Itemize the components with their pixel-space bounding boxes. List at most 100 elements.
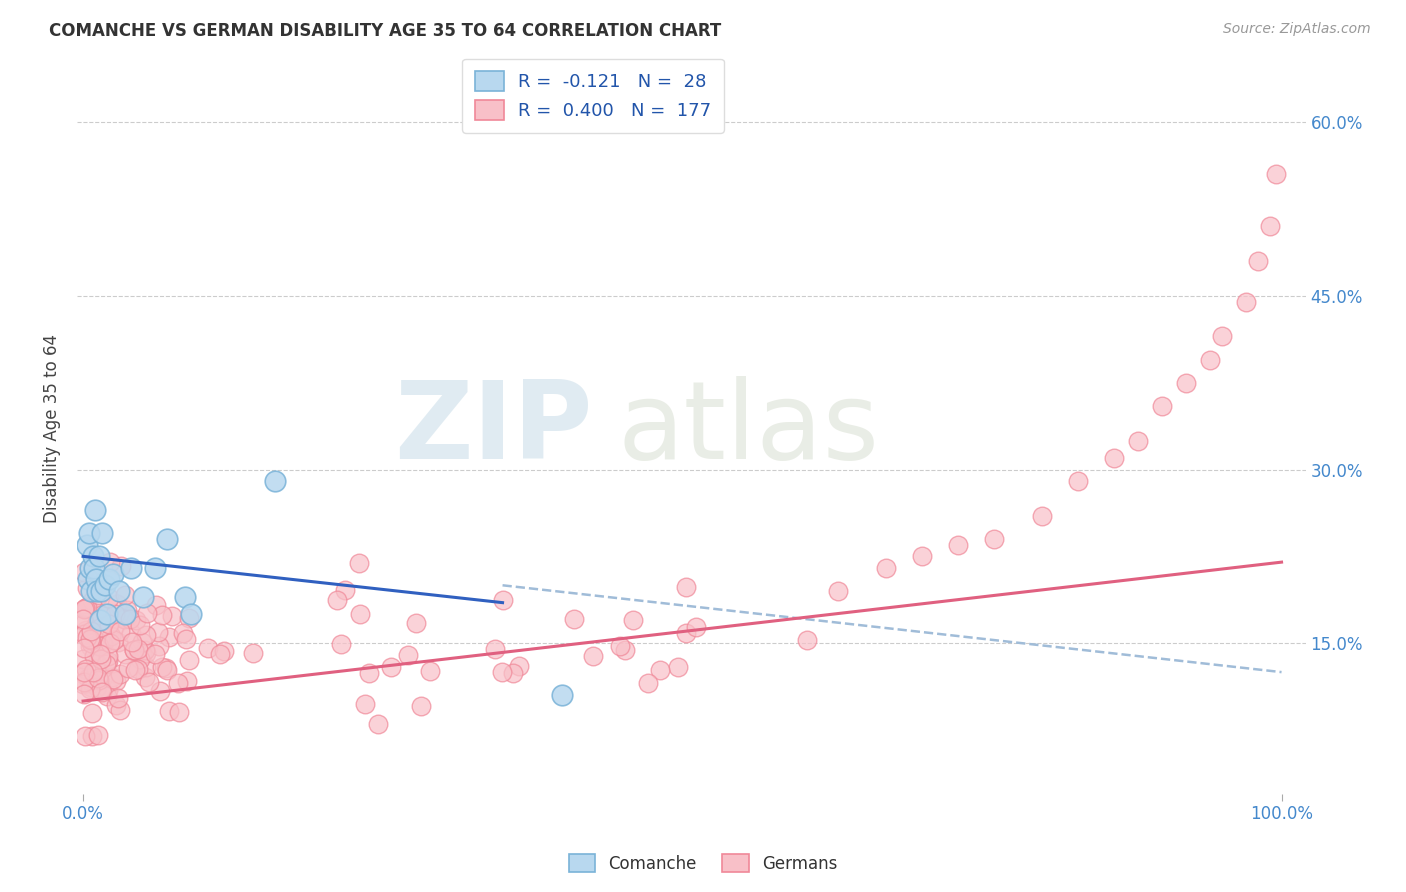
- Point: [353, 697, 375, 711]
- Point: [82, 729, 104, 743]
- Point: [110, 559, 132, 574]
- Point: [108, 666, 131, 681]
- Point: [911, 549, 934, 564]
- Point: [380, 659, 402, 673]
- Point: [98, 636, 121, 650]
- Point: [176, 674, 198, 689]
- Point: [112, 612, 135, 626]
- Point: [107, 635, 129, 649]
- Point: [124, 643, 146, 657]
- Point: [125, 613, 148, 627]
- Y-axis label: Disability Age 35 to 64: Disability Age 35 to 64: [44, 334, 60, 524]
- Point: [150, 660, 173, 674]
- Point: [93, 578, 115, 592]
- Point: [173, 626, 195, 640]
- Point: [97, 648, 120, 663]
- Point: [114, 648, 136, 662]
- Point: [117, 661, 139, 675]
- Point: [120, 626, 142, 640]
- Point: [83, 648, 105, 663]
- Point: [411, 698, 433, 713]
- Point: [135, 628, 157, 642]
- Point: [143, 647, 166, 661]
- Point: [675, 580, 697, 594]
- Point: [1198, 352, 1220, 367]
- Point: [263, 474, 285, 488]
- Point: [330, 637, 353, 651]
- Point: [149, 684, 172, 698]
- Point: [90, 681, 112, 696]
- Point: [1067, 474, 1090, 488]
- Point: [75, 729, 97, 743]
- Point: [796, 632, 818, 647]
- Point: [72, 627, 94, 641]
- Point: [114, 588, 136, 602]
- Point: [98, 615, 121, 630]
- Point: [90, 584, 112, 599]
- Point: [84, 573, 107, 587]
- Point: [1126, 434, 1149, 448]
- Point: [91, 526, 114, 541]
- Point: [349, 607, 371, 622]
- Point: [105, 698, 128, 712]
- Point: [82, 549, 104, 564]
- Point: [89, 640, 111, 654]
- Point: [91, 685, 114, 699]
- Point: [1031, 508, 1053, 523]
- Point: [104, 619, 127, 633]
- Point: [1102, 450, 1125, 465]
- Point: [72, 612, 94, 626]
- Point: [83, 561, 105, 575]
- Text: atlas: atlas: [617, 376, 880, 482]
- Point: [122, 643, 145, 657]
- Point: [1246, 254, 1268, 268]
- Point: [79, 561, 101, 575]
- Point: [121, 635, 143, 649]
- Point: [79, 681, 101, 696]
- Point: [86, 584, 108, 599]
- Point: [551, 688, 574, 702]
- Point: [90, 620, 112, 634]
- Point: [103, 633, 125, 648]
- Point: [96, 657, 118, 672]
- Point: [97, 655, 120, 669]
- Point: [89, 613, 111, 627]
- Point: [562, 612, 585, 626]
- Point: [177, 653, 200, 667]
- Point: [73, 602, 96, 616]
- Point: [180, 607, 202, 622]
- Point: [367, 717, 389, 731]
- Point: [148, 640, 170, 654]
- Point: [1264, 167, 1286, 181]
- Point: [80, 633, 103, 648]
- Point: [208, 647, 231, 661]
- Point: [86, 680, 108, 694]
- Point: [508, 658, 530, 673]
- Point: [150, 608, 173, 623]
- Point: [84, 662, 107, 676]
- Point: [73, 667, 96, 681]
- Point: [135, 606, 157, 620]
- Point: [115, 603, 138, 617]
- Point: [582, 648, 605, 663]
- Point: [114, 607, 136, 622]
- Point: [86, 615, 108, 630]
- Point: [135, 646, 157, 660]
- Point: [1258, 219, 1281, 234]
- Point: [90, 651, 112, 665]
- Point: [76, 581, 98, 595]
- Point: [96, 656, 118, 670]
- Point: [197, 640, 219, 655]
- Point: [131, 635, 153, 649]
- Point: [73, 615, 96, 629]
- Point: [73, 665, 96, 679]
- Point: [155, 661, 177, 675]
- Point: [82, 665, 104, 679]
- Point: [75, 601, 97, 615]
- Point: [637, 676, 659, 690]
- Point: [1150, 399, 1173, 413]
- Point: [105, 674, 128, 689]
- Point: [492, 592, 515, 607]
- Point: [120, 561, 142, 575]
- Point: [105, 597, 128, 611]
